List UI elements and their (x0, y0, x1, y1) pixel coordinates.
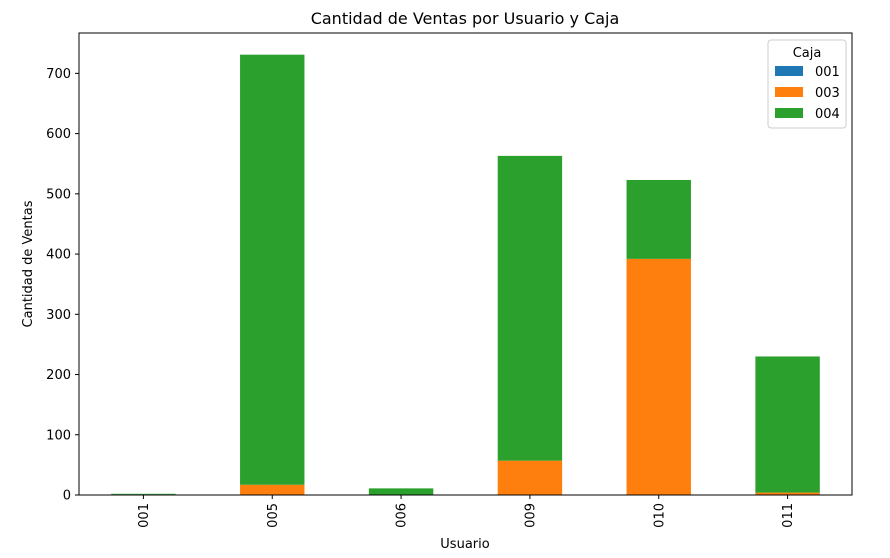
legend-swatch-004 (775, 108, 803, 118)
x-tick-label: 011 (781, 503, 796, 528)
legend-label-003: 003 (815, 86, 840, 101)
legend-label-004: 004 (815, 107, 840, 122)
plot-frame (78, 32, 853, 496)
x-tick-label: 010 (652, 503, 667, 528)
y-tick-label: 600 (46, 127, 71, 142)
bars-layer (111, 54, 820, 495)
bar-010-caja-003 (626, 258, 691, 495)
bar-009-caja-004 (497, 155, 563, 461)
y-tick-label: 0 (63, 489, 71, 504)
legend-frame (767, 39, 847, 129)
y-tick-label: 700 (46, 67, 71, 82)
y-axis: 0 100 200 300 400 500 600 700 (46, 67, 79, 504)
bar-011-caja-003 (755, 492, 820, 495)
y-tick-label: 200 (46, 368, 71, 383)
x-tick-label: 005 (266, 503, 281, 528)
bar-009-caja-003 (497, 460, 563, 495)
bar-005-caja-003 (240, 484, 305, 495)
x-axis-label: Usuario (440, 537, 489, 552)
x-tick-label: 009 (523, 503, 538, 528)
legend-label-001: 001 (815, 65, 840, 80)
x-tick-label: 006 (395, 503, 410, 528)
chart-title: Cantidad de Ventas por Usuario y Caja (311, 9, 620, 28)
legend-swatch-003 (775, 87, 803, 97)
y-tick-label: 400 (46, 248, 71, 263)
bar-011-caja-004 (755, 356, 820, 493)
bar-005-caja-004 (240, 54, 305, 485)
legend-title: Caja (793, 46, 822, 61)
legend: Caja 001 003 004 (767, 39, 847, 129)
bar-001-caja-004 (111, 493, 176, 495)
y-axis-label: Cantidad de Ventas (21, 200, 36, 327)
x-tick-label: 001 (137, 503, 152, 528)
y-tick-label: 500 (46, 187, 71, 202)
bar-006-caja-004 (368, 488, 434, 495)
y-tick-label: 300 (46, 308, 71, 323)
bar-010-caja-004 (626, 179, 691, 259)
x-axis: 001 005 006 009 010 011 (137, 495, 796, 528)
y-tick-label: 100 (46, 428, 71, 443)
legend-swatch-001 (775, 66, 803, 76)
